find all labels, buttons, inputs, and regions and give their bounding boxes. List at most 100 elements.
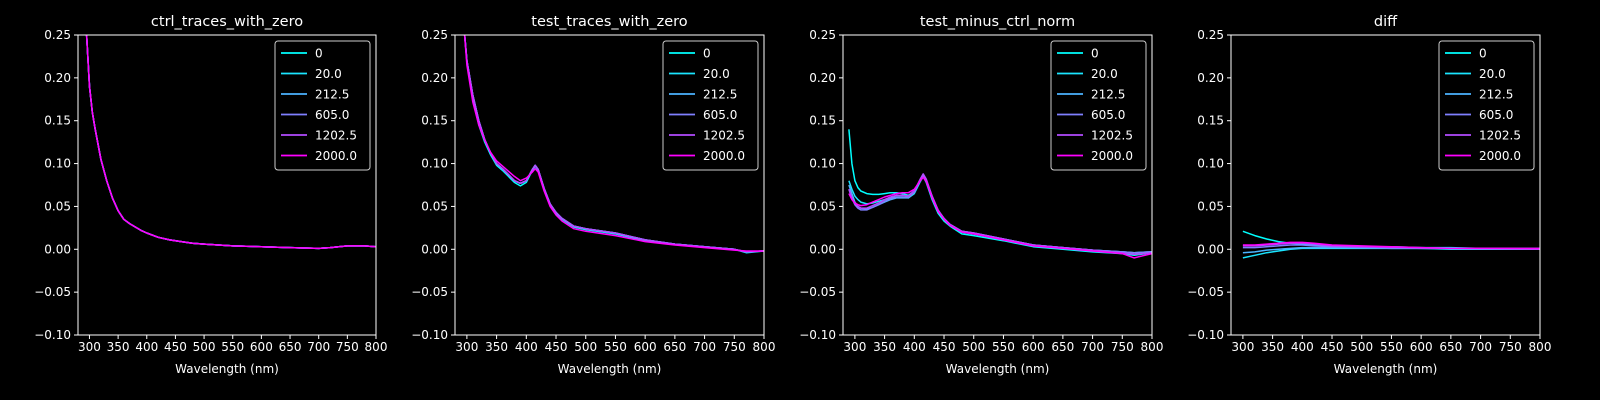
y-tick-label: 0.00 <box>809 242 836 256</box>
x-tick-label: 650 <box>279 340 302 354</box>
x-tick-label: 500 <box>193 340 216 354</box>
y-tick-label: 0.25 <box>809 28 836 42</box>
x-tick-label: 750 <box>1499 340 1522 354</box>
legend-label: 0 <box>703 47 711 61</box>
series-line-2000.0 <box>463 35 764 252</box>
series-line-2000.0 <box>1242 241 1540 250</box>
x-tick-label: 500 <box>1350 340 1373 354</box>
legend-label: 20.0 <box>703 67 730 81</box>
x-tick-label: 800 <box>1141 340 1164 354</box>
panel-1: 300 350 400 450 500 550 600 650 700 750 800 −0.10 −0… <box>34 14 388 376</box>
series-line-2000.0 <box>848 176 1152 259</box>
axes-frame <box>1230 34 1541 336</box>
x-tick-label: 700 <box>307 340 330 354</box>
legend-label: 1202.5 <box>315 129 357 143</box>
series-line-605.0 <box>848 173 1152 254</box>
panel-3: 300 350 400 450 500 550 600 650 700 750 800 −0.10 −0… <box>799 14 1163 376</box>
x-tick-label: 700 <box>1081 340 1104 354</box>
y-tick-label: 0.15 <box>44 114 71 128</box>
x-tick-label: 300 <box>78 340 101 354</box>
x-tick-label: 450 <box>164 340 187 354</box>
y-tick-label: 0.25 <box>1197 28 1224 42</box>
x-axis-label: Wavelength (nm) <box>1334 362 1438 376</box>
series-group <box>1242 230 1540 259</box>
chart-title: diff <box>1374 14 1398 30</box>
y-tick-label: −0.10 <box>799 328 836 342</box>
y-tick-label: 0.20 <box>809 71 836 85</box>
x-axis-label: Wavelength (nm) <box>946 362 1050 376</box>
x-tick-label: 600 <box>634 340 657 354</box>
x-tick-label: 500 <box>962 340 985 354</box>
x-tick-label: 700 <box>693 340 716 354</box>
chart-title: test_minus_ctrl_norm <box>920 14 1075 30</box>
x-tick-label: 350 <box>873 340 896 354</box>
x-tick-label: 650 <box>1439 340 1462 354</box>
x-tick-label: 500 <box>574 340 597 354</box>
x-tick-label: 550 <box>604 340 627 354</box>
legend-label: 2000.0 <box>1479 149 1521 163</box>
x-tick-label: 400 <box>515 340 538 354</box>
series-line-212.5 <box>848 174 1152 254</box>
series-group <box>848 129 1152 259</box>
y-tick-label: 0.25 <box>421 28 448 42</box>
x-tick-label: 600 <box>1022 340 1045 354</box>
y-tick-label: 0.15 <box>1197 114 1224 128</box>
y-tick-label: −0.10 <box>1187 328 1224 342</box>
series-line-2000.0 <box>85 35 376 250</box>
y-tick-label: 0.05 <box>421 199 448 213</box>
x-tick-label: 700 <box>1469 340 1492 354</box>
legend-label: 20.0 <box>315 67 342 81</box>
x-tick-label: 450 <box>933 340 956 354</box>
legend-label: 212.5 <box>1479 88 1513 102</box>
panel-4: 300 350 400 450 500 550 600 650 700 750 800 −0.10 −0… <box>1187 14 1551 376</box>
y-tick-label: −0.05 <box>34 285 71 299</box>
x-tick-label: 750 <box>723 340 746 354</box>
series-line-20.0 <box>848 175 1152 254</box>
legend-label: 1202.5 <box>1479 129 1521 143</box>
x-tick-label: 300 <box>455 340 478 354</box>
legend-label: 605.0 <box>1479 108 1513 122</box>
y-tick-label: −0.10 <box>411 328 448 342</box>
y-tick-label: 0.05 <box>809 199 836 213</box>
series-line-1202.5 <box>848 173 1152 256</box>
x-tick-label: 550 <box>992 340 1015 354</box>
legend-label: 212.5 <box>703 88 737 102</box>
x-tick-label: 350 <box>1261 340 1284 354</box>
x-tick-label: 550 <box>221 340 244 354</box>
x-tick-label: 350 <box>485 340 508 354</box>
y-tick-label: 0.10 <box>1197 157 1224 171</box>
legend-label: 0 <box>1479 47 1487 61</box>
y-tick-label: 0.15 <box>809 114 836 128</box>
legend: 0 20.0 212.5 605.0 1202.5 2000.0 <box>1438 40 1535 171</box>
legend-label: 0 <box>315 47 323 61</box>
legend-label: 212.5 <box>315 88 349 102</box>
x-tick-label: 800 <box>753 340 776 354</box>
y-tick-label: −0.10 <box>34 328 71 342</box>
x-tick-label: 600 <box>1410 340 1433 354</box>
x-tick-label: 400 <box>135 340 158 354</box>
axes-frame <box>454 34 765 336</box>
panel-2: 300 350 400 450 500 550 600 650 700 750 800 −0.10 −0… <box>411 14 776 376</box>
legend-label: 1202.5 <box>703 129 745 143</box>
x-tick-label: 350 <box>107 340 130 354</box>
x-tick-label: 450 <box>545 340 568 354</box>
chart-title: test_traces_with_zero <box>531 14 688 30</box>
x-tick-label: 550 <box>1380 340 1403 354</box>
x-tick-label: 800 <box>365 340 388 354</box>
x-tick-label: 750 <box>336 340 359 354</box>
x-tick-label: 650 <box>1051 340 1074 354</box>
series-group <box>463 35 764 254</box>
y-tick-label: −0.05 <box>411 285 448 299</box>
legend-label: 0 <box>1091 47 1099 61</box>
y-tick-label: 0.00 <box>1197 242 1224 256</box>
legend-label: 605.0 <box>315 108 349 122</box>
y-tick-label: 0.05 <box>1197 199 1224 213</box>
y-tick-label: 0.10 <box>809 157 836 171</box>
y-tick-label: 0.15 <box>421 114 448 128</box>
legend: 0 20.0 212.5 605.0 1202.5 2000.0 <box>1050 40 1147 171</box>
y-tick-label: 0.20 <box>421 71 448 85</box>
legend-label: 2000.0 <box>1091 149 1133 163</box>
axes-frame <box>842 34 1153 336</box>
legend-label: 605.0 <box>703 108 737 122</box>
